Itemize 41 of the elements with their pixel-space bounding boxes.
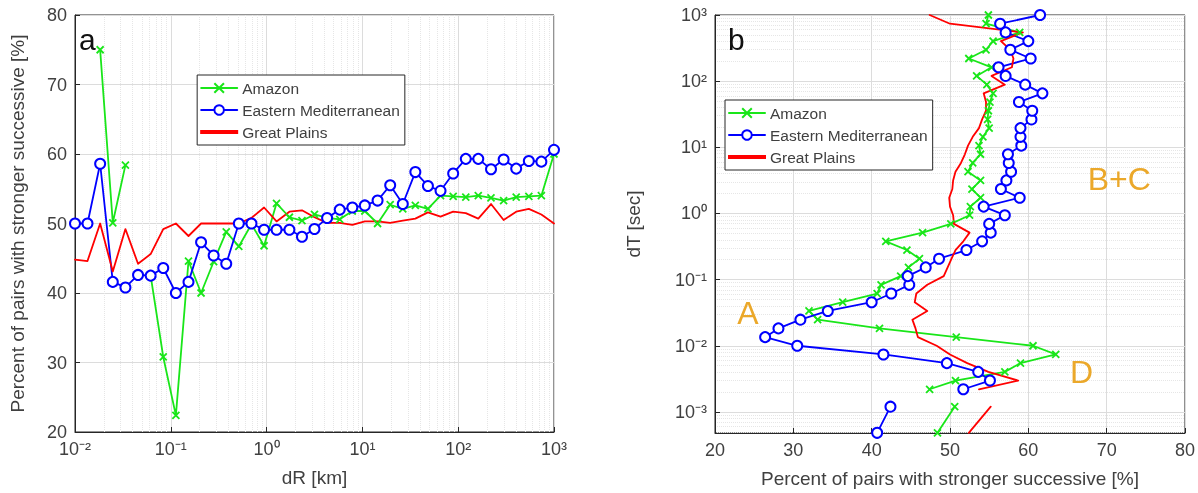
y-tick-label: 10³ [680,5,708,25]
x-tick-label: 40 [861,440,882,460]
legend-label: Eastern Mediterranean [242,101,400,119]
x-tick-label: 70 [1096,440,1117,460]
chart-title: b [728,22,745,56]
y-tick-label: 10⁰ [680,203,707,224]
y-tick-label: 10² [680,71,708,92]
y-tick-label: 80 [46,5,67,25]
x-tick-label: 10² [445,439,472,459]
x-tick-label: 20 [704,440,726,460]
x-tick-label: 50 [939,440,961,460]
y-tick-label: 10¹ [680,137,708,158]
x-tick-label: 30 [783,440,804,460]
y-tick-label: 20 [46,422,67,442]
annotation: B+C [1087,160,1151,197]
y-tick-label: 10⁻³ [674,401,708,422]
x-tick-label: 10¹ [349,439,376,459]
y-tick-label: 10⁻² [674,335,708,356]
x-tick-label: 10³ [540,439,568,459]
legend-label: Amazon [770,104,827,122]
x-tick-label: 60 [1018,440,1039,460]
y-tick-label: 30 [46,352,67,373]
y-axis-title: dT [sec] [623,190,644,258]
x-axis-title: dR [km] [281,467,348,488]
x-tick-label: 10⁻¹ [154,439,187,459]
legend-label: Amazon [242,79,300,97]
annotation: D [1070,354,1094,390]
y-tick-label: 70 [46,74,67,95]
legend-label: Great Plains [242,123,328,141]
y-tick-label: 10⁻¹ [674,269,708,290]
annotation: A [737,295,760,332]
legend-label: Eastern Mediterranean [770,126,928,144]
y-axis-title: Percent of pairs with stronger successive [%] [7,34,28,413]
chart-title: a [79,22,96,56]
y-tick-label: 60 [46,144,67,164]
y-tick-label: 50 [46,213,67,234]
x-tick-label: 80 [1174,440,1195,460]
x-axis-title: Percent of pairs with stronger successive [%] [760,468,1140,489]
x-tick-label: 10⁰ [253,439,280,459]
legend-label: Great Plains [770,148,856,166]
y-tick-label: 40 [46,283,67,303]
